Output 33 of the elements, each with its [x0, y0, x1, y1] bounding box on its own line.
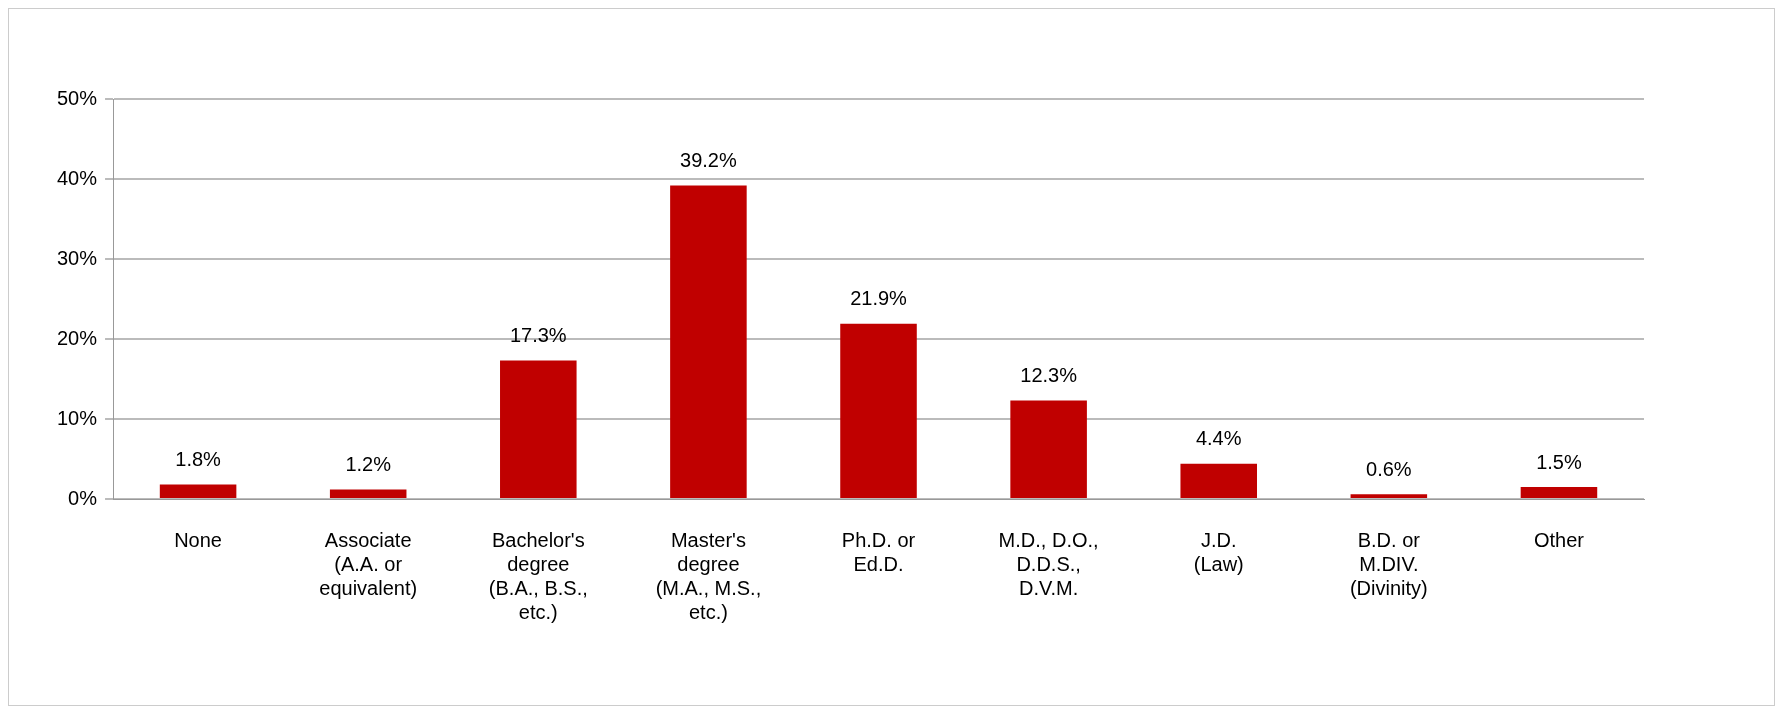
y-tick-label: 30%	[57, 246, 98, 269]
data-label: 17.3%	[509, 324, 567, 347]
data-label: 1.5%	[1536, 450, 1582, 473]
bar	[1010, 400, 1087, 498]
data-label: 0.6%	[1366, 457, 1412, 480]
x-tick-label: B.D. or M.DIV. (Divinity)	[1349, 528, 1428, 599]
x-tick-label: Associate (A.A. or equivalent)	[319, 528, 418, 599]
y-tick-label: 0%	[68, 486, 98, 509]
x-tick-label: Ph.D. or Ed.D.	[841, 528, 916, 575]
y-tick-label: 50%	[57, 86, 98, 109]
x-tick-label: Master's degree (M.A., M.S., etc.)	[655, 528, 762, 623]
x-tick-label: Bachelor's degree (B.A., B.S., etc.)	[488, 528, 588, 623]
bar	[500, 360, 577, 498]
data-label: 39.2%	[680, 148, 737, 171]
bar	[1520, 487, 1598, 498]
data-label: 1.2%	[345, 452, 392, 475]
data-label: 21.9%	[850, 287, 908, 310]
data-label: 12.3%	[1020, 364, 1078, 387]
bar	[329, 489, 407, 498]
y-tick-label: 40%	[57, 166, 98, 189]
bar	[159, 484, 237, 498]
data-label: 4.4%	[1195, 427, 1242, 450]
bar	[1350, 494, 1428, 498]
x-tick-label: M.D., D.O., D.D.S., D.V.M.	[998, 528, 1099, 599]
x-tick-label: J.D. (Law)	[1193, 528, 1244, 575]
y-tick-label: 20%	[57, 326, 98, 349]
x-tick-label: Other	[1533, 528, 1585, 551]
bar	[670, 185, 747, 498]
data-label: 1.8%	[175, 448, 222, 471]
x-tick-label: None	[174, 528, 222, 551]
y-tick-label: 10%	[57, 406, 98, 429]
bar	[840, 323, 917, 498]
bar	[1180, 463, 1258, 498]
